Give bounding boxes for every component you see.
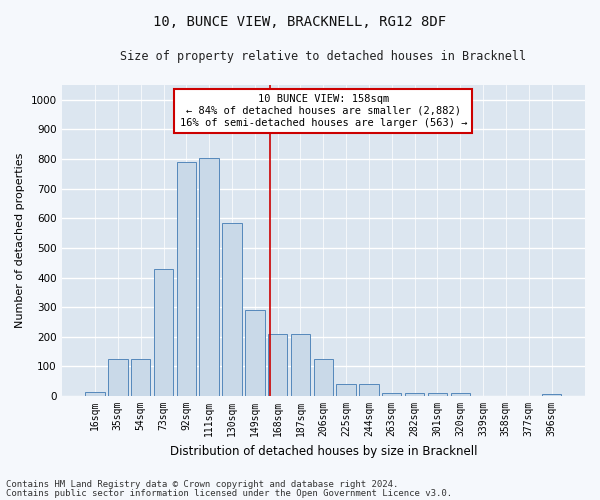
Bar bbox=[451, 393, 470, 396]
Bar bbox=[199, 158, 219, 396]
Bar bbox=[382, 393, 401, 396]
Bar bbox=[405, 393, 424, 396]
Bar bbox=[542, 394, 561, 396]
Bar bbox=[85, 392, 105, 396]
Bar bbox=[268, 334, 287, 396]
Text: 10 BUNCE VIEW: 158sqm
← 84% of detached houses are smaller (2,882)
16% of semi-d: 10 BUNCE VIEW: 158sqm ← 84% of detached … bbox=[179, 94, 467, 128]
Bar bbox=[154, 268, 173, 396]
Text: Contains public sector information licensed under the Open Government Licence v3: Contains public sector information licen… bbox=[6, 488, 452, 498]
Bar bbox=[428, 393, 447, 396]
Bar bbox=[131, 359, 151, 396]
Text: Contains HM Land Registry data © Crown copyright and database right 2024.: Contains HM Land Registry data © Crown c… bbox=[6, 480, 398, 489]
Bar bbox=[291, 334, 310, 396]
Bar bbox=[314, 359, 333, 396]
Bar bbox=[222, 223, 242, 396]
Bar bbox=[337, 384, 356, 396]
Bar bbox=[108, 359, 128, 396]
Bar bbox=[245, 310, 265, 396]
Title: Size of property relative to detached houses in Bracknell: Size of property relative to detached ho… bbox=[120, 50, 526, 63]
Bar bbox=[359, 384, 379, 396]
Bar bbox=[176, 162, 196, 396]
X-axis label: Distribution of detached houses by size in Bracknell: Distribution of detached houses by size … bbox=[170, 444, 477, 458]
Y-axis label: Number of detached properties: Number of detached properties bbox=[15, 153, 25, 328]
Text: 10, BUNCE VIEW, BRACKNELL, RG12 8DF: 10, BUNCE VIEW, BRACKNELL, RG12 8DF bbox=[154, 15, 446, 29]
